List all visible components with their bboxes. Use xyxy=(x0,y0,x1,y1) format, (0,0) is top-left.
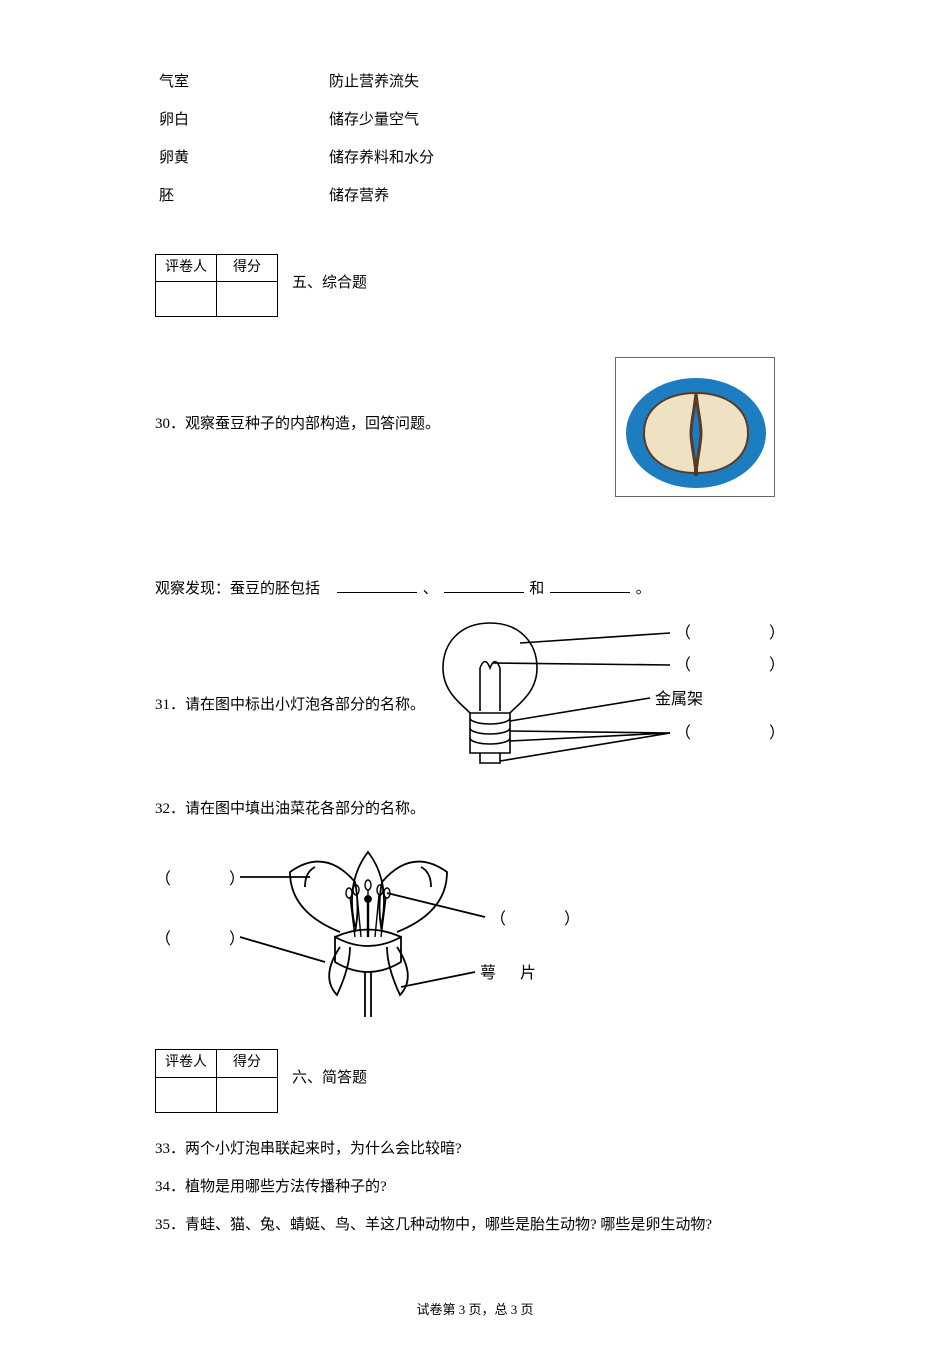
match-right: 储存少量空气 xyxy=(329,108,419,132)
match-right: 储存养料和水分 xyxy=(329,146,434,170)
page-footer: 试卷第 3 页，总 3 页 xyxy=(0,1300,950,1321)
section-title: 五、综合题 xyxy=(292,271,367,295)
bulb-label-fixed: 金属架 xyxy=(655,687,703,713)
bulb-label-blank[interactable]: （ ） xyxy=(675,721,785,747)
section-six-heading: 评卷人 得分 六、简答题 xyxy=(155,1033,795,1122)
flower-label-blank[interactable]: （ ） xyxy=(155,867,245,893)
bulb-label-blank[interactable]: （ ） xyxy=(675,621,785,647)
score-header: 得分 xyxy=(217,255,278,282)
bean-figure xyxy=(615,357,775,497)
bulb-label-blank[interactable]: （ ） xyxy=(675,653,785,679)
blank[interactable] xyxy=(444,578,524,593)
q35: 35．青蛙、猫、兔、蜻蜓、鸟、羊这几种动物中，哪些是胎生动物? 哪些是卵生动物? xyxy=(155,1213,795,1237)
score-cell[interactable] xyxy=(217,1077,278,1112)
blank[interactable] xyxy=(337,578,417,593)
section-five-heading: 评卷人 得分 五、综合题 xyxy=(155,238,795,327)
sep: 和 xyxy=(529,581,544,597)
q30: 30．观察蚕豆种子的内部构造，回答问题。 xyxy=(155,357,795,507)
bulb-figure: （ ） （ ） 金属架 （ ） xyxy=(425,613,795,783)
q32: 32．请在图中填出油菜花各部分的名称。 xyxy=(155,797,795,1027)
match-row: 胚 储存营养 xyxy=(159,184,795,208)
flower-figure: （ ） （ ） （ ） 萼 片 xyxy=(155,827,585,1027)
flower-label-blank[interactable]: （ ） xyxy=(490,907,580,933)
sep: 、 xyxy=(423,581,438,597)
match-list: 气室 防止营养流失 卵白 储存少量空气 卵黄 储存养料和水分 胚 储存营养 xyxy=(159,70,795,208)
q33: 33．两个小灯泡串联起来时，为什么会比较暗? xyxy=(155,1137,795,1161)
q30-fill: 观察发现：蚕豆的胚包括 、 和 。 xyxy=(155,577,795,601)
match-left: 卵白 xyxy=(159,108,329,132)
q32-stem: 32．请在图中填出油菜花各部分的名称。 xyxy=(155,797,795,821)
q34: 34．植物是用哪些方法传播种子的? xyxy=(155,1175,795,1199)
match-left: 胚 xyxy=(159,184,329,208)
section-title: 六、简答题 xyxy=(292,1066,367,1090)
match-left: 气室 xyxy=(159,70,329,94)
score-table: 评卷人 得分 xyxy=(155,1049,278,1112)
score-cell[interactable] xyxy=(217,282,278,317)
suffix: 。 xyxy=(636,581,651,597)
exam-page: 气室 防止营养流失 卵白 储存少量空气 卵黄 储存养料和水分 胚 储存营养 评卷… xyxy=(0,0,950,1345)
score-header: 得分 xyxy=(217,1050,278,1077)
bean-svg xyxy=(616,358,775,497)
match-left: 卵黄 xyxy=(159,146,329,170)
q31: 31．请在图中标出小灯泡各部分的名称。 xyxy=(155,613,795,783)
grader-header: 评卷人 xyxy=(156,1050,217,1077)
flower-label-fixed: 萼 片 xyxy=(480,961,540,987)
match-row: 卵白 储存少量空气 xyxy=(159,108,795,132)
blank[interactable] xyxy=(550,578,630,593)
score-table: 评卷人 得分 xyxy=(155,254,278,317)
match-row: 卵黄 储存养料和水分 xyxy=(159,146,795,170)
q30-fill-prefix: 观察发现：蚕豆的胚包括 xyxy=(155,581,320,597)
q30-stem: 30．观察蚕豆种子的内部构造，回答问题。 xyxy=(155,412,440,436)
match-right: 储存营养 xyxy=(329,184,389,208)
flower-label-blank[interactable]: （ ） xyxy=(155,927,245,953)
grader-header: 评卷人 xyxy=(156,255,217,282)
grader-cell[interactable] xyxy=(156,1077,217,1112)
match-row: 气室 防止营养流失 xyxy=(159,70,795,94)
match-right: 防止营养流失 xyxy=(329,70,419,94)
grader-cell[interactable] xyxy=(156,282,217,317)
q31-stem: 31．请在图中标出小灯泡各部分的名称。 xyxy=(155,693,425,717)
